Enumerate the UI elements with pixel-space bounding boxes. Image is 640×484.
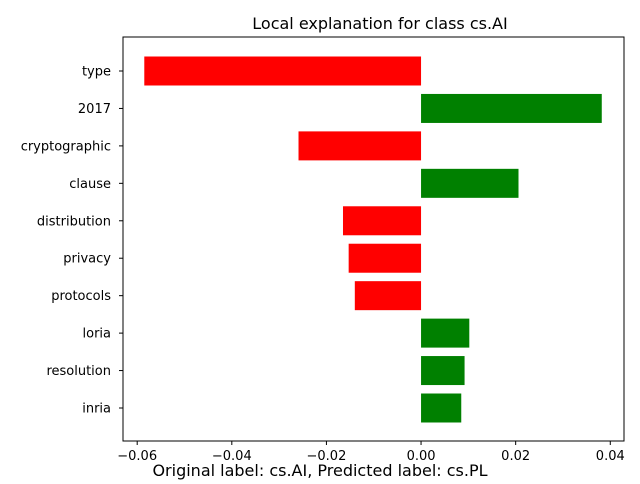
y-tick-label: clause — [69, 177, 111, 192]
bar-2017 — [421, 93, 602, 123]
x-tick-label: −0.06 — [117, 449, 157, 464]
plot-frame — [122, 36, 625, 442]
bar-type — [144, 56, 422, 86]
y-tick-label: type — [82, 65, 111, 80]
y-tick-label: privacy — [63, 252, 111, 267]
y-tick-label: cryptographic — [21, 139, 111, 154]
chart-title: Local explanation for class cs.AI — [252, 14, 507, 33]
bars-layer — [144, 56, 602, 423]
y-tick-label: protocols — [51, 289, 111, 304]
y-tick-label: inria — [82, 402, 111, 417]
bar-distribution — [342, 206, 422, 236]
bar-protocols — [354, 281, 422, 311]
y-tick-label: distribution — [37, 214, 111, 229]
x-tick-label: 0.04 — [596, 449, 625, 464]
x-tick-label: 0.02 — [501, 449, 530, 464]
bar-inria — [421, 393, 462, 423]
x-tick-label: −0.02 — [307, 449, 347, 464]
y-tick-label: loria — [83, 327, 112, 342]
x-tick-label: −0.04 — [212, 449, 252, 464]
bar-resolution — [421, 356, 465, 386]
chart-caption: Original label: cs.AI, Predicted label: … — [152, 461, 487, 480]
bar-loria — [421, 318, 470, 348]
bar-cryptographic — [298, 131, 422, 161]
y-tick-labels: type 2017 cryptographic clause distribution p… — [21, 65, 123, 417]
y-tick-label: resolution — [46, 364, 111, 379]
x-axis-ticks: −0.06 −0.04 −0.02 0.00 0.02 0.04 — [117, 441, 625, 464]
x-tick-label: 0.00 — [407, 449, 436, 464]
bar-clause — [421, 168, 519, 198]
y-tick-label: 2017 — [78, 102, 111, 117]
bar-privacy — [348, 243, 422, 273]
